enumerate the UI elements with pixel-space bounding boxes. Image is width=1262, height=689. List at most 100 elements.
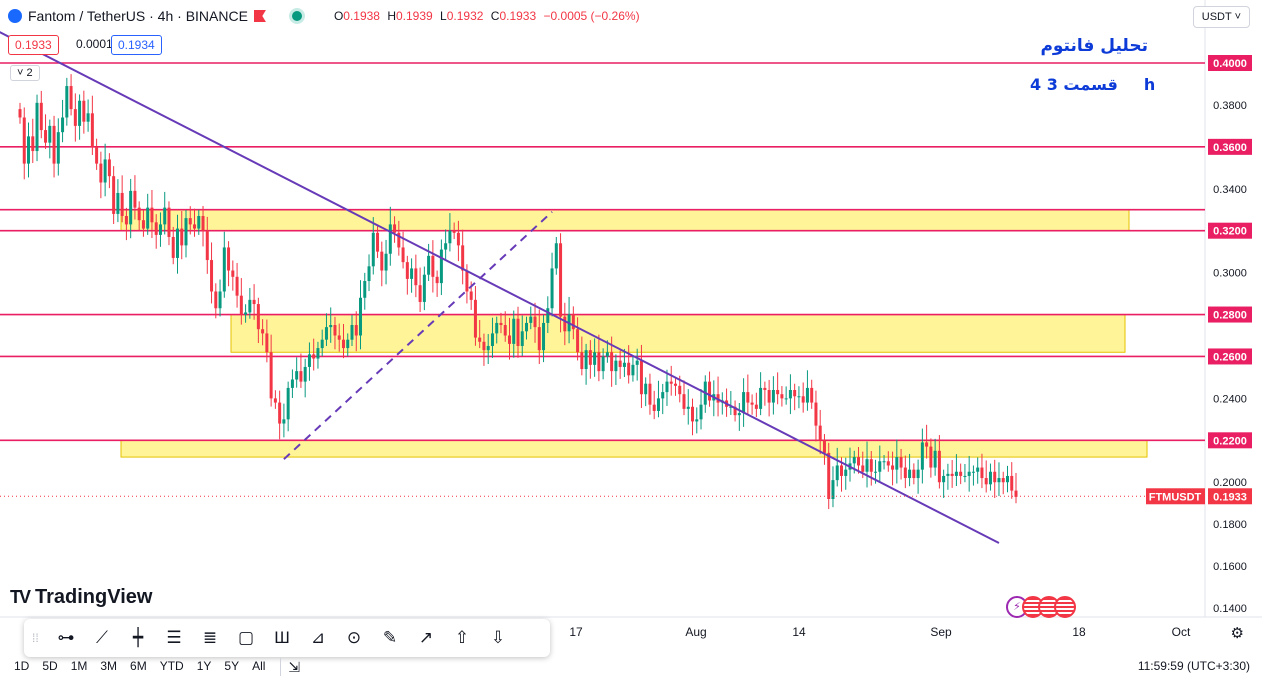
candle-body <box>857 457 861 466</box>
candle-body <box>839 465 843 476</box>
fib-icon[interactable]: ≣ <box>202 628 218 647</box>
candle-body <box>601 356 605 372</box>
candle-body <box>997 478 1001 483</box>
candle-body <box>1010 475 1014 491</box>
candle-body <box>456 232 460 246</box>
candle-body <box>167 207 171 237</box>
candle-body <box>218 291 222 309</box>
range-1m[interactable]: 1M <box>70 659 88 673</box>
candle-body <box>729 406 733 408</box>
candle-body <box>150 207 154 223</box>
candle-body <box>359 297 363 336</box>
candle-body <box>95 146 99 164</box>
candle-body <box>384 253 388 271</box>
rectangle-icon[interactable]: ▢ <box>237 628 255 647</box>
candle-body <box>214 291 218 309</box>
candle-body <box>371 232 375 267</box>
level-price-tag <box>1208 348 1252 365</box>
range-3m[interactable]: 3M <box>100 659 118 673</box>
arrow-down-icon[interactable]: ⇩ <box>490 628 506 647</box>
candle-body <box>878 461 882 472</box>
price-tick-label: 0.2400 <box>1213 393 1247 405</box>
goto-date-icon[interactable]: ⇲ <box>288 659 301 675</box>
horizontal-levels <box>0 62 1205 442</box>
candle-body <box>112 176 116 214</box>
candle-body <box>631 364 635 376</box>
chart-events[interactable]: ⚡ <box>1006 596 1076 618</box>
candle-body <box>401 247 405 263</box>
candle-body <box>388 224 392 254</box>
settings-gear-icon[interactable]: ⚙ <box>1230 625 1244 642</box>
candle-body <box>546 308 550 323</box>
candle-body <box>852 457 856 464</box>
buy-price-button[interactable]: 0.1934 <box>111 35 162 55</box>
tradingview-logo[interactable]: TV TradingView <box>10 586 153 608</box>
price-tick-label: 0.1400 <box>1213 603 1247 615</box>
candle-body <box>750 402 754 405</box>
ohlc-values: O0.1938 H0.1939 L0.1932 C0.1933 −0.0005 … <box>333 9 640 23</box>
candle-body <box>256 304 260 330</box>
candle-body <box>61 117 65 133</box>
range-1d[interactable]: 1D <box>14 659 30 673</box>
sell-price-button[interactable]: 0.1933 <box>8 35 59 55</box>
range-6m[interactable]: 6M <box>130 659 147 673</box>
circle-icon[interactable]: ⊙ <box>346 628 362 647</box>
clock-timezone[interactable]: 11:59:59 (UTC+3:30) <box>1137 659 1250 673</box>
candle-body <box>946 473 950 476</box>
price-tick-label: 0.1800 <box>1213 519 1247 531</box>
arrow-icon[interactable]: ↗ <box>418 628 434 647</box>
arrow-up-icon[interactable]: ⇧ <box>454 628 470 647</box>
level-price-tag <box>1208 222 1252 239</box>
range-ytd[interactable]: YTD <box>159 659 184 673</box>
candle-body <box>554 243 558 269</box>
candle-body <box>610 352 614 372</box>
vertical-line-icon[interactable]: ┿ <box>132 628 144 647</box>
candle-body <box>771 390 775 403</box>
currency-select[interactable]: USDT ˅ <box>1192 6 1250 28</box>
candle-body <box>103 159 107 183</box>
range-1y[interactable]: 1Y <box>196 659 212 673</box>
parallel-channel-icon[interactable]: ☰ <box>166 628 182 647</box>
flag-icon[interactable] <box>253 10 266 22</box>
candle-body <box>201 216 205 231</box>
candle-body <box>784 398 788 400</box>
candle-body <box>197 216 201 229</box>
brush-icon[interactable]: ✎ <box>382 628 398 647</box>
candle-body <box>65 86 69 118</box>
symbol-title[interactable]: Fantom / TetherUS · 4h · BINANCE <box>28 8 248 24</box>
horizontal-ray-icon[interactable]: ⊶ <box>57 628 75 647</box>
trendline-icon[interactable]: ⟋ <box>96 628 108 647</box>
indicators-toggle[interactable]: ˅ 2 <box>10 65 40 81</box>
range-5y[interactable]: 5Y <box>224 659 240 673</box>
price-tick-label: 0.3200 <box>1213 226 1247 238</box>
candle-body <box>805 387 809 403</box>
candle-body <box>686 406 690 409</box>
triangle-icon[interactable]: ⊿ <box>310 628 326 647</box>
time-tick-label: Aug <box>685 625 706 639</box>
candle-body <box>52 125 56 164</box>
candle-body <box>525 322 529 332</box>
candle-body <box>469 291 473 300</box>
candle-body <box>661 392 665 399</box>
candle-body <box>708 381 712 401</box>
us-flag-event-icon <box>1054 596 1076 618</box>
range-all[interactable]: All <box>252 659 266 673</box>
candle-body <box>363 281 367 298</box>
pitchfork-icon[interactable]: Ш <box>274 628 290 647</box>
candle-body <box>329 325 333 328</box>
candle-body <box>265 333 269 353</box>
range-5d[interactable]: 5D <box>42 659 58 673</box>
symbol-tag <box>1146 488 1205 505</box>
candle-body <box>341 339 345 349</box>
candle-body <box>171 236 175 258</box>
drag-handle-icon[interactable]: ⁞⁞ <box>32 631 39 645</box>
candle-body <box>184 218 188 246</box>
candle-body <box>537 327 541 351</box>
candle-body <box>971 471 975 473</box>
candle-body <box>376 232 380 252</box>
candle-body <box>737 413 741 416</box>
candle-body <box>801 396 805 403</box>
candle-body <box>18 109 22 118</box>
candle-body <box>767 390 771 403</box>
